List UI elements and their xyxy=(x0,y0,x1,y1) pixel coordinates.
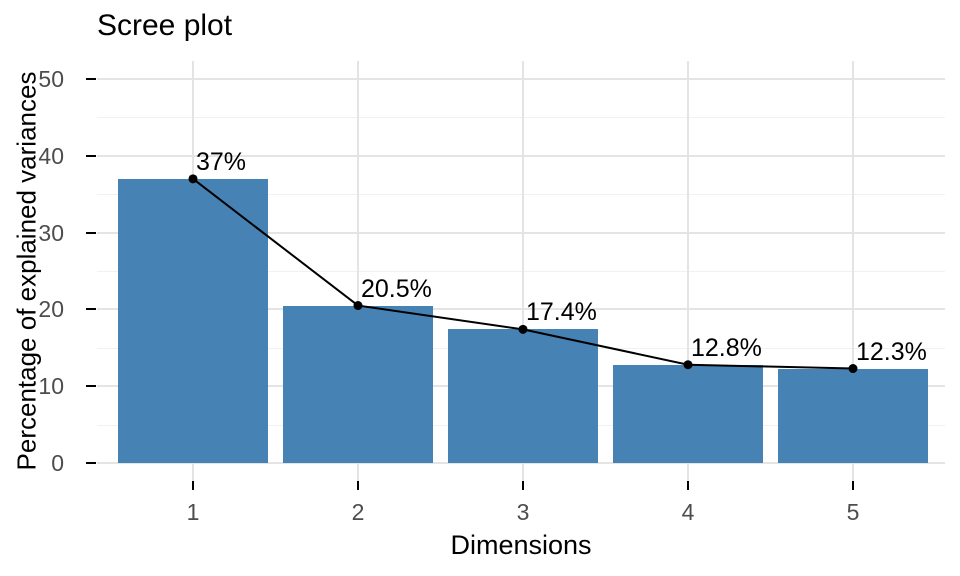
bar-dimension-1 xyxy=(118,178,268,463)
y-tick-label-20: 20 xyxy=(38,296,64,323)
y-axis-title: Percentage of explained variances xyxy=(11,71,42,471)
x-tick-label-5: 5 xyxy=(846,499,860,525)
x-axis-tick-1 xyxy=(192,481,194,490)
value-label-3: 17.4% xyxy=(526,298,597,327)
x-axis-tick-4 xyxy=(687,481,689,490)
value-label-5: 12.3% xyxy=(856,337,927,366)
gridline-major-y50 xyxy=(97,78,945,80)
y-axis-tick-0 xyxy=(86,462,96,464)
bar-dimension-2 xyxy=(283,305,433,463)
x-axis-title: Dimensions xyxy=(450,530,592,560)
value-label-2: 20.5% xyxy=(361,274,432,303)
y-tick-label-50: 50 xyxy=(38,66,64,92)
x-tick-label-4: 4 xyxy=(681,499,695,525)
y-tick-label-0: 0 xyxy=(51,450,64,476)
x-tick-label-2: 2 xyxy=(351,499,365,525)
x-tick-label-3: 3 xyxy=(516,499,530,525)
value-label-1: 37% xyxy=(196,147,247,176)
x-tick-label-1: 1 xyxy=(186,499,200,525)
y-tick-label-10: 10 xyxy=(38,373,64,400)
x-axis-tick-5 xyxy=(852,481,854,490)
y-axis-tick-40 xyxy=(86,154,96,157)
value-label-4: 12.8% xyxy=(691,333,762,362)
gridline-minor-y45 xyxy=(97,117,945,119)
y-axis-tick-50 xyxy=(86,78,96,80)
chart-title: Scree plot xyxy=(97,9,233,42)
y-tick-label-30: 30 xyxy=(38,219,64,246)
x-axis-tick-2 xyxy=(357,481,359,490)
gridline-major-y0 xyxy=(97,462,945,464)
bar-dimension-5 xyxy=(778,368,928,463)
bar-dimension-4 xyxy=(613,364,763,463)
y-axis-tick-20 xyxy=(86,308,96,311)
bar-dimension-3 xyxy=(448,329,598,463)
x-axis-tick-3 xyxy=(522,481,524,490)
y-axis-tick-10 xyxy=(86,385,96,388)
y-axis-tick-30 xyxy=(86,231,96,234)
gridline-major-y40 xyxy=(97,154,945,157)
y-tick-label-40: 40 xyxy=(38,142,64,169)
